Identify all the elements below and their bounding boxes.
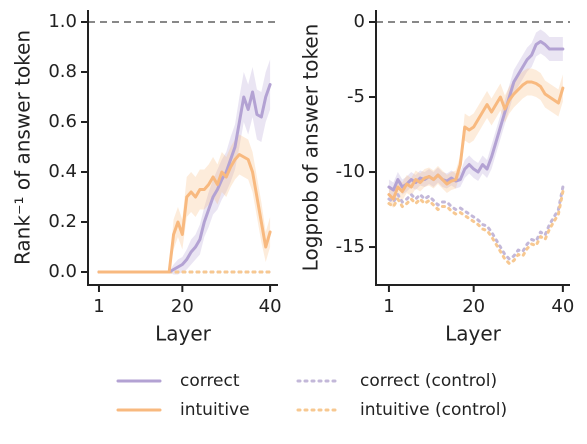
- y-tick-label: 0.4: [48, 161, 77, 182]
- series-line: [387, 185, 565, 261]
- x-axis-label: Layer: [445, 322, 502, 346]
- legend-label: correct: [180, 371, 240, 391]
- x-tick-label: 20: [462, 296, 485, 317]
- y-tick-label: -10: [336, 161, 365, 182]
- error-band: [98, 59, 271, 275]
- error-band: [388, 68, 563, 209]
- x-tick-label: 1: [383, 296, 394, 317]
- y-tick-label: 0.0: [48, 261, 77, 282]
- legend-label: intuitive: [180, 400, 250, 420]
- series-line: [387, 80, 565, 201]
- y-tick-label: -5: [347, 86, 365, 107]
- y-tick-label: 0.6: [48, 111, 77, 132]
- x-tick-label: 40: [551, 296, 574, 317]
- x-tick-label: 20: [171, 296, 194, 317]
- y-tick-label: 0: [354, 11, 365, 32]
- y-axis-label: Rank⁻¹ of answer token: [11, 30, 35, 265]
- legend-label: intuitive (control): [360, 400, 507, 420]
- y-tick-label: 0.2: [48, 211, 77, 232]
- legend-label: correct (control): [360, 371, 497, 391]
- y-tick-label: 0.8: [48, 61, 77, 82]
- series-line: [387, 190, 565, 266]
- series-line: [97, 153, 272, 274]
- x-tick-label: 40: [259, 296, 282, 317]
- x-tick-label: 1: [93, 296, 104, 317]
- y-tick-label: -15: [336, 236, 365, 257]
- y-axis-label: Logprob of answer token: [299, 24, 323, 272]
- x-axis-label: Layer: [155, 322, 212, 346]
- y-tick-label: 1.0: [48, 11, 77, 32]
